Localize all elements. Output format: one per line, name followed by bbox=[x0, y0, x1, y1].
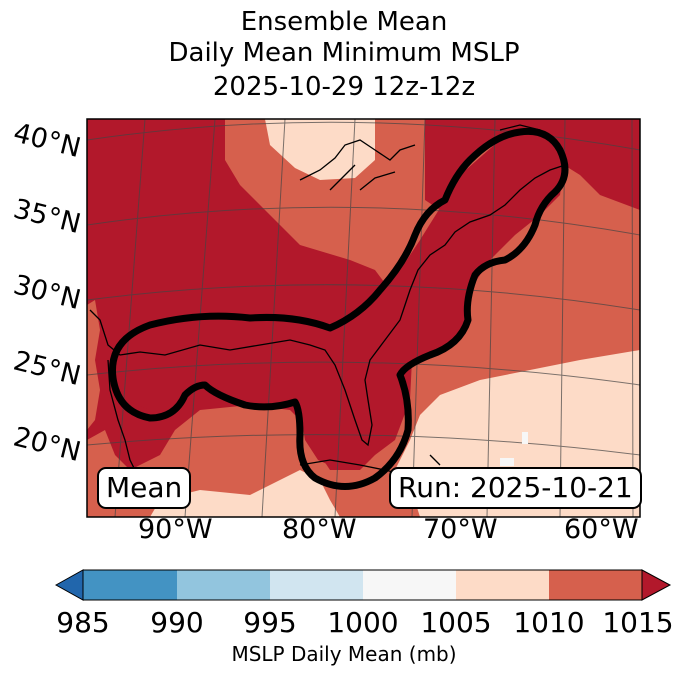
pressure-cell-white bbox=[500, 458, 514, 466]
colorbar-segment-1005-1010 bbox=[456, 570, 549, 600]
colorbar-tick: 1015 bbox=[602, 606, 674, 639]
colorbar-tick: 995 bbox=[243, 606, 297, 639]
lon-label-90w: 90°W bbox=[138, 514, 213, 545]
lon-label-60w: 60°W bbox=[564, 514, 639, 545]
colorbar-segment-1000-1005 bbox=[363, 570, 456, 600]
pressure-band-1005-1010-west bbox=[87, 300, 100, 430]
colorbar-label: MSLP Daily Mean (mb) bbox=[231, 642, 457, 666]
map-plot-area bbox=[87, 119, 640, 517]
map-title: Ensemble Mean bbox=[240, 7, 448, 37]
lon-label-80w: 80°W bbox=[282, 514, 357, 545]
colorbar-tick: 985 bbox=[56, 606, 110, 639]
colorbar-tick: 1005 bbox=[420, 606, 492, 639]
colorbar-tick: 990 bbox=[150, 606, 204, 639]
run-date-badge: Run: 2025-10-21 bbox=[389, 467, 642, 509]
pressure-band-1000-1005-south bbox=[150, 470, 340, 517]
colorbar bbox=[54, 569, 672, 601]
colorbar-segment-985-990 bbox=[83, 570, 177, 600]
map-date-range: 2025-10-29 12z-12z bbox=[212, 72, 476, 102]
map-subtitle: Daily Mean Minimum MSLP bbox=[168, 38, 520, 68]
colorbar-tick: 1000 bbox=[327, 606, 399, 639]
pressure-band-1000-1005-north bbox=[265, 119, 375, 180]
colorbar-segment-995-1000 bbox=[270, 570, 363, 600]
colorbar-segment-990-995 bbox=[177, 570, 270, 600]
trough-core bbox=[113, 135, 565, 470]
colorbar-tick: 1010 bbox=[513, 606, 585, 639]
pressure-cell-white bbox=[522, 432, 528, 444]
map-frame bbox=[86, 118, 641, 518]
lon-label-70w: 70°W bbox=[423, 514, 498, 545]
contour-line bbox=[108, 127, 569, 490]
mean-badge: Mean bbox=[97, 467, 192, 509]
colorbar-segment-1010-1015 bbox=[549, 570, 642, 600]
colorbar-extend-low bbox=[54, 569, 84, 601]
colorbar-extend-high bbox=[641, 569, 672, 601]
